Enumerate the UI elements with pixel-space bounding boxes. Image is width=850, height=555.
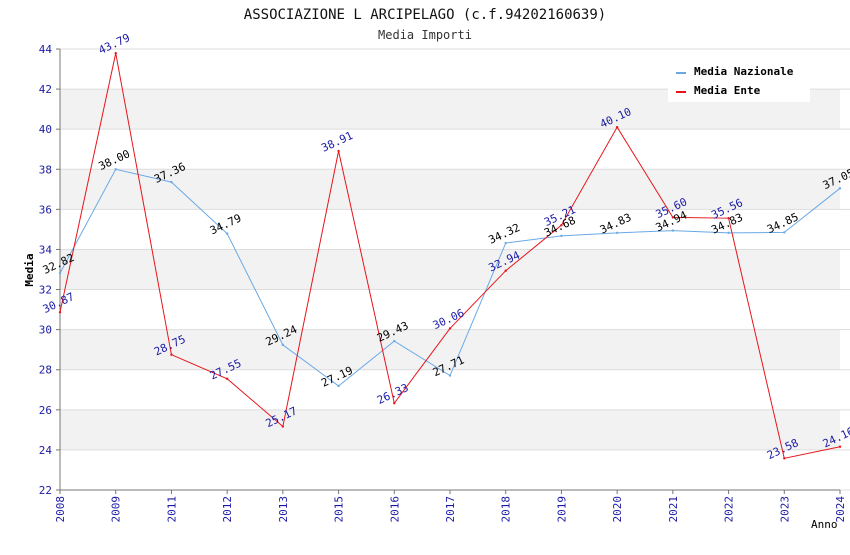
chart-subtitle: Media Importi: [378, 28, 472, 42]
data-point: [225, 377, 229, 380]
data-point: [727, 231, 730, 235]
x-tick-label: 2022: [723, 496, 736, 523]
x-tick-label: 2016: [388, 496, 401, 523]
data-point: [337, 384, 340, 388]
y-tick-label: 26: [39, 404, 52, 417]
y-tick-label: 32: [39, 284, 52, 297]
x-tick-label: 2021: [667, 496, 680, 523]
grid-bands: [60, 49, 840, 490]
data-point: [393, 402, 396, 405]
data-point: [838, 187, 842, 190]
x-tick-label: 2012: [221, 496, 234, 523]
data-point: [170, 353, 173, 356]
y-tick-label: 22: [39, 484, 52, 497]
y-axis-ticks: 22 24 26 28 30 32 34 36 38 40 42 44: [39, 43, 60, 497]
y-axis-label: Media: [23, 253, 36, 286]
data-point: [58, 310, 62, 314]
x-tick-label: 2019: [555, 496, 568, 523]
x-tick-label: 2018: [500, 496, 513, 523]
data-point: [838, 445, 842, 448]
data-point: [114, 168, 117, 171]
data-point: [783, 231, 786, 234]
data-point: [337, 149, 340, 153]
x-tick-label: 2013: [277, 496, 290, 523]
y-tick-label: 40: [39, 123, 52, 136]
grid-band: [60, 289, 840, 330]
data-point: [281, 425, 285, 428]
x-tick-label: 2009: [110, 496, 123, 523]
data-point: [114, 52, 117, 55]
x-tick-label: 2017: [444, 496, 457, 523]
x-tick-label: 2024: [834, 496, 847, 523]
data-point: [448, 374, 452, 377]
legend-label-nazionale: Media Nazionale: [694, 65, 794, 78]
x-axis-ticks: 2008 2009 2011 2012 2013 2015 2016 2017 2018 2019…: [54, 490, 847, 523]
data-point: [225, 232, 229, 235]
y-tick-label: 28: [39, 364, 52, 377]
y-tick-label: 30: [39, 324, 52, 337]
grid-band: [60, 249, 840, 290]
grid-band: [60, 409, 840, 450]
series-lines: [58, 52, 842, 460]
data-point: [560, 223, 563, 227]
data-point: [615, 125, 619, 129]
legend-box: [668, 60, 810, 102]
y-tick-label: 34: [39, 243, 53, 256]
legend-label-ente: Media Ente: [694, 84, 761, 97]
data-point: [671, 216, 675, 219]
data-point: [170, 180, 173, 184]
data-point: [393, 339, 396, 343]
x-axis-label: Anno: [811, 518, 838, 531]
data-point: [727, 216, 730, 220]
data-point: [671, 229, 675, 232]
x-tick-label: 2020: [611, 496, 624, 523]
grid-band: [60, 129, 840, 170]
data-point: [783, 457, 786, 460]
data-point: [615, 231, 619, 235]
data-point: [281, 343, 285, 347]
y-tick-label: 38: [39, 163, 52, 176]
data-point: [504, 241, 507, 245]
grid-band: [60, 449, 840, 490]
y-tick-label: 24: [39, 444, 53, 457]
y-tick-label: 36: [39, 203, 52, 216]
data-point: [504, 269, 507, 272]
grid-band: [60, 209, 840, 250]
data-point: [560, 234, 563, 238]
legend: Media Nazionale Media Ente: [668, 60, 810, 102]
x-tick-label: 2015: [333, 496, 346, 523]
y-tick-label: 42: [39, 83, 52, 96]
x-tick-label: 2023: [778, 496, 791, 523]
data-point: [58, 271, 62, 275]
chart-title: ASSOCIAZIONE L ARCIPELAGO (c.f.942021606…: [244, 7, 606, 23]
grid-band: [60, 169, 840, 210]
x-tick-label: 2008: [54, 496, 67, 523]
x-tick-label: 2011: [165, 496, 178, 523]
data-point: [448, 327, 452, 330]
y-tick-label: 44: [39, 43, 53, 56]
